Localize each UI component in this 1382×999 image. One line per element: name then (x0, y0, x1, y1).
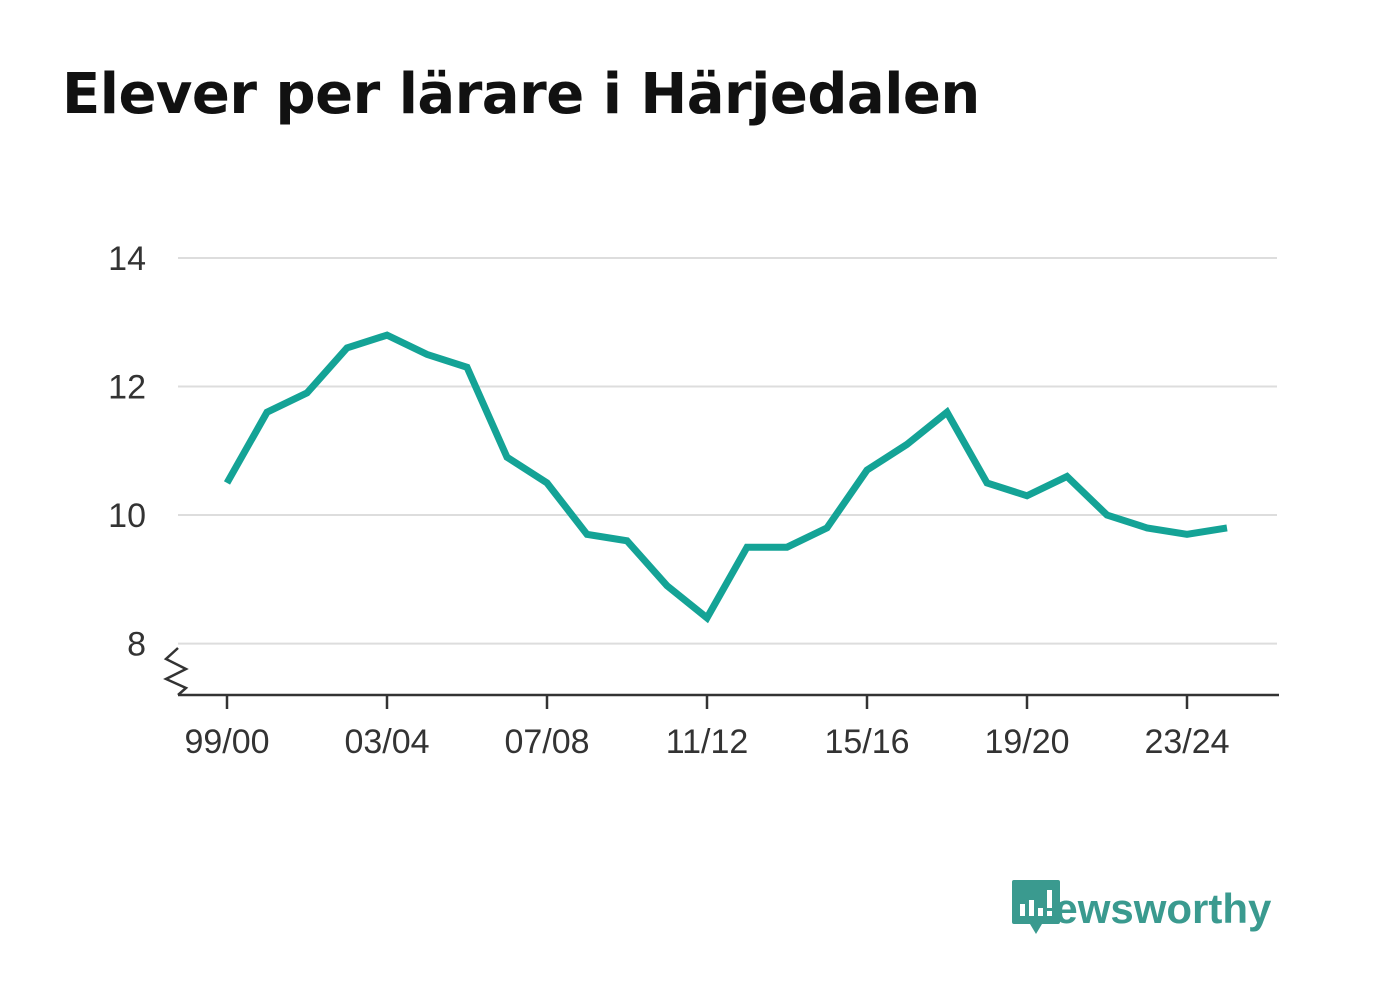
axes: 8 10 12 14 99/00 03/04 07/08 11/12 15/16 19/20 23/… (108, 240, 1279, 761)
series-layer (223, 331, 1228, 624)
x-tick-label: 03/04 (344, 723, 429, 761)
x-tick-label: 15/16 (824, 723, 909, 761)
grid-lines (178, 257, 1277, 645)
x-tick-label: 11/12 (666, 723, 749, 761)
y-tick-label: 8 (127, 626, 146, 664)
y-tick-label: 10 (108, 497, 146, 535)
y-tick-label: 12 (108, 369, 146, 407)
brand: Newsworthy (1010, 878, 1271, 940)
newsworthy-logo-icon (1012, 880, 1060, 934)
x-tick-label: 23/24 (1144, 723, 1229, 761)
chart-title: Elever per lärare i Härjedalen (62, 62, 980, 127)
x-tick-label: 99/00 (184, 723, 269, 761)
brand-name: Newsworthy (1024, 885, 1272, 932)
x-tick-label: 19/20 (984, 723, 1069, 761)
series-line-0 (223, 331, 1228, 624)
y-axis-break-icon (163, 647, 189, 696)
x-tick-label: 07/08 (504, 723, 589, 761)
y-tick-label: 14 (108, 240, 146, 278)
